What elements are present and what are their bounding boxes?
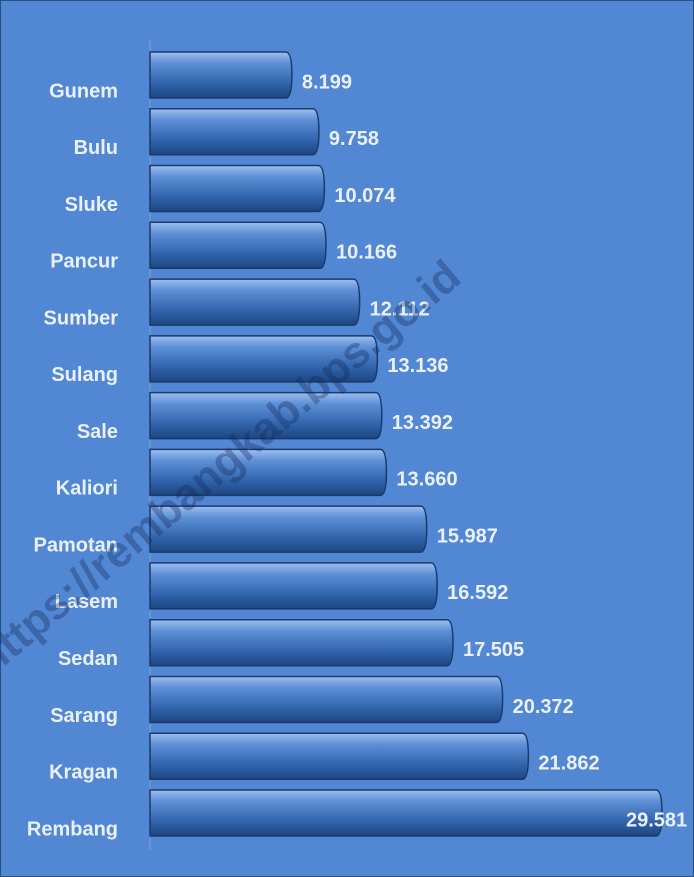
value-label: 17.505 xyxy=(463,639,524,661)
bar xyxy=(149,51,293,99)
bar xyxy=(149,618,454,667)
category-label: Pamotan xyxy=(34,534,118,556)
bar xyxy=(149,562,438,610)
category-label: Pancur xyxy=(50,251,118,273)
category-label: Sarang xyxy=(50,705,118,727)
value-label: 12.112 xyxy=(370,298,430,320)
value-label: 20.372 xyxy=(513,696,574,718)
value-label: 8.199 xyxy=(302,71,352,93)
bar xyxy=(149,732,530,780)
bar xyxy=(149,221,327,270)
category-label: Sumber xyxy=(44,307,119,329)
category-label: Bulu xyxy=(74,137,118,159)
bar xyxy=(149,108,320,156)
bar xyxy=(149,675,504,724)
category-label: Rembang xyxy=(27,818,118,840)
bar xyxy=(149,164,326,213)
value-label: 21.862 xyxy=(538,753,599,775)
value-label: 13.136 xyxy=(387,355,448,377)
category-label: Kragan xyxy=(49,762,118,784)
category-label: Sale xyxy=(77,421,118,443)
category-label: Lasem xyxy=(55,591,118,613)
bar xyxy=(149,278,361,326)
bar xyxy=(149,789,663,837)
category-label: Sulang xyxy=(51,364,118,386)
value-label: 13.392 xyxy=(392,412,453,434)
value-label: 10.166 xyxy=(336,242,397,264)
category-label: Kaliori xyxy=(56,478,118,500)
bar xyxy=(149,391,383,440)
value-label: 16.592 xyxy=(447,582,508,604)
category-label: Sluke xyxy=(65,194,118,216)
value-label: 13.660 xyxy=(396,469,457,491)
value-label: 29.581 xyxy=(626,809,687,831)
bar xyxy=(149,448,388,497)
value-label: 9.758 xyxy=(329,128,379,150)
bar xyxy=(149,505,428,553)
category-label: Sedan xyxy=(58,648,118,670)
value-label: 15.987 xyxy=(437,525,498,547)
value-label: 10.074 xyxy=(334,185,396,207)
bar xyxy=(149,335,379,383)
category-label: Gunem xyxy=(49,80,118,102)
